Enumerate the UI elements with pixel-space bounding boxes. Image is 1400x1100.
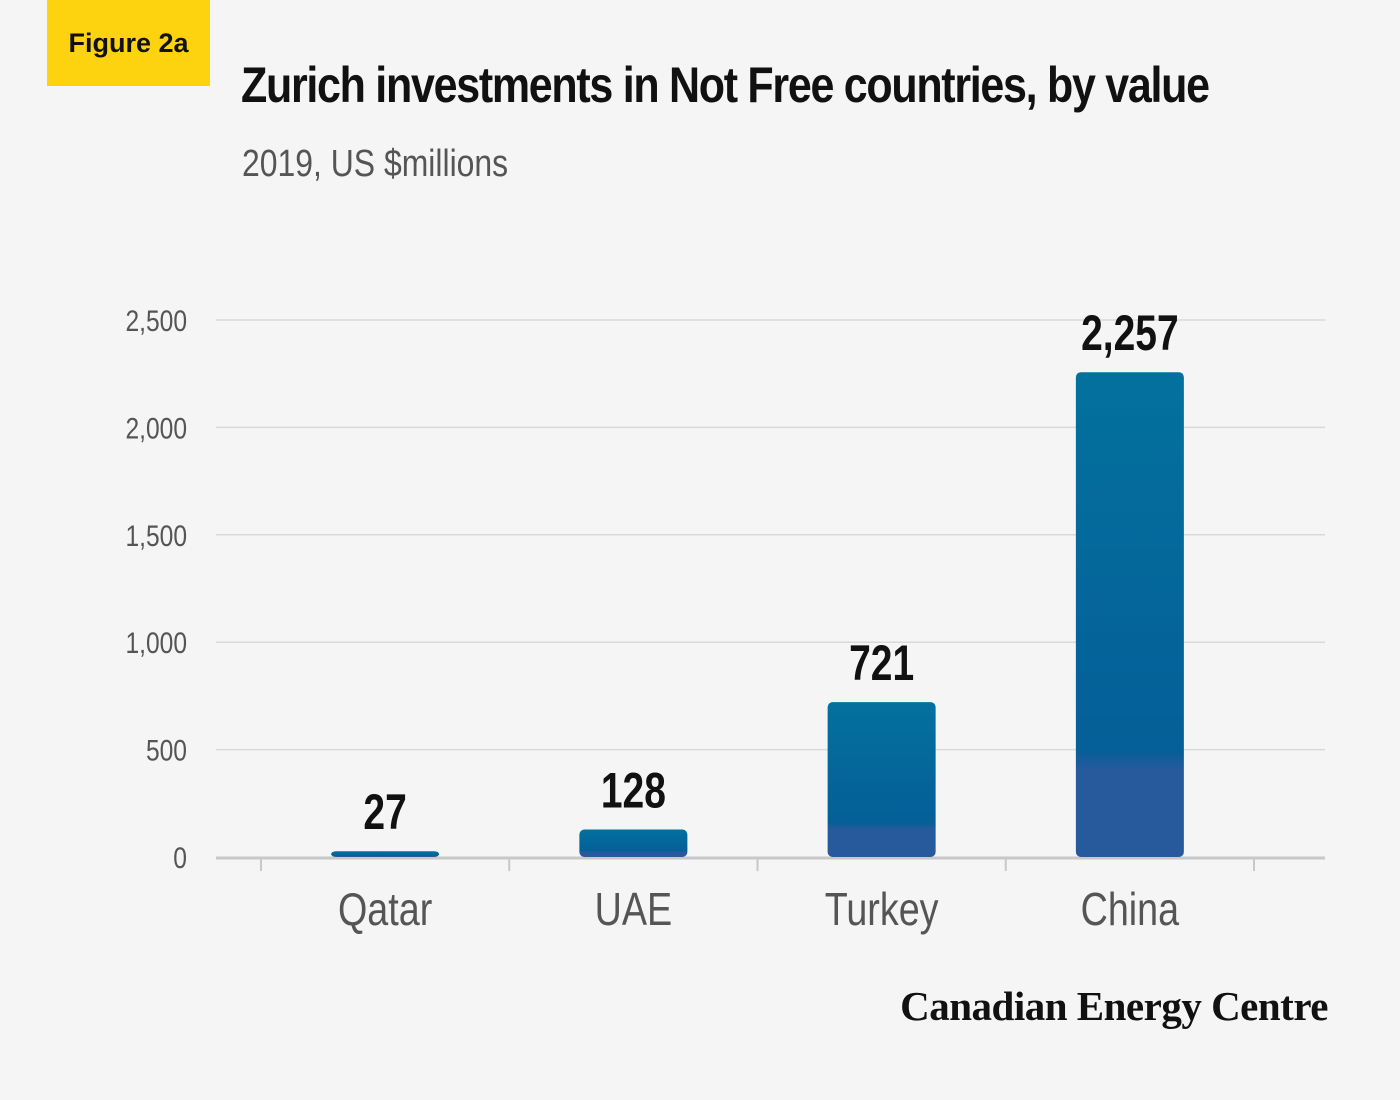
y-tick-label: 1,500: [125, 518, 187, 552]
data-label: 27: [363, 783, 406, 840]
y-tick-label: 0: [173, 841, 187, 875]
data-label: 721: [849, 634, 914, 691]
bar-uae: [579, 829, 688, 857]
source-logo: Canadian Energy Centre: [900, 983, 1328, 1029]
x-tick-label: UAE: [595, 883, 673, 934]
y-tick-label: 500: [146, 733, 187, 767]
bar-turkey: [827, 702, 936, 857]
bar-qatar: [331, 851, 440, 857]
y-tick-label: 1,000: [125, 626, 187, 660]
chart-subtitle: 2019, US $millions: [242, 143, 509, 185]
bar-china: [1075, 372, 1184, 857]
chart-title: Zurich investments in Not Free countries…: [241, 57, 1210, 113]
y-tick-label: 2,500: [125, 304, 187, 338]
data-label: 128: [601, 762, 666, 819]
figure-badge: Figure 2a: [47, 0, 210, 86]
x-tick-label: China: [1081, 883, 1180, 934]
x-tick-label: Qatar: [338, 883, 432, 934]
x-tick-label: Turkey: [825, 883, 939, 934]
y-tick-label: 2,000: [125, 411, 187, 445]
data-label: 2,257: [1081, 304, 1179, 361]
